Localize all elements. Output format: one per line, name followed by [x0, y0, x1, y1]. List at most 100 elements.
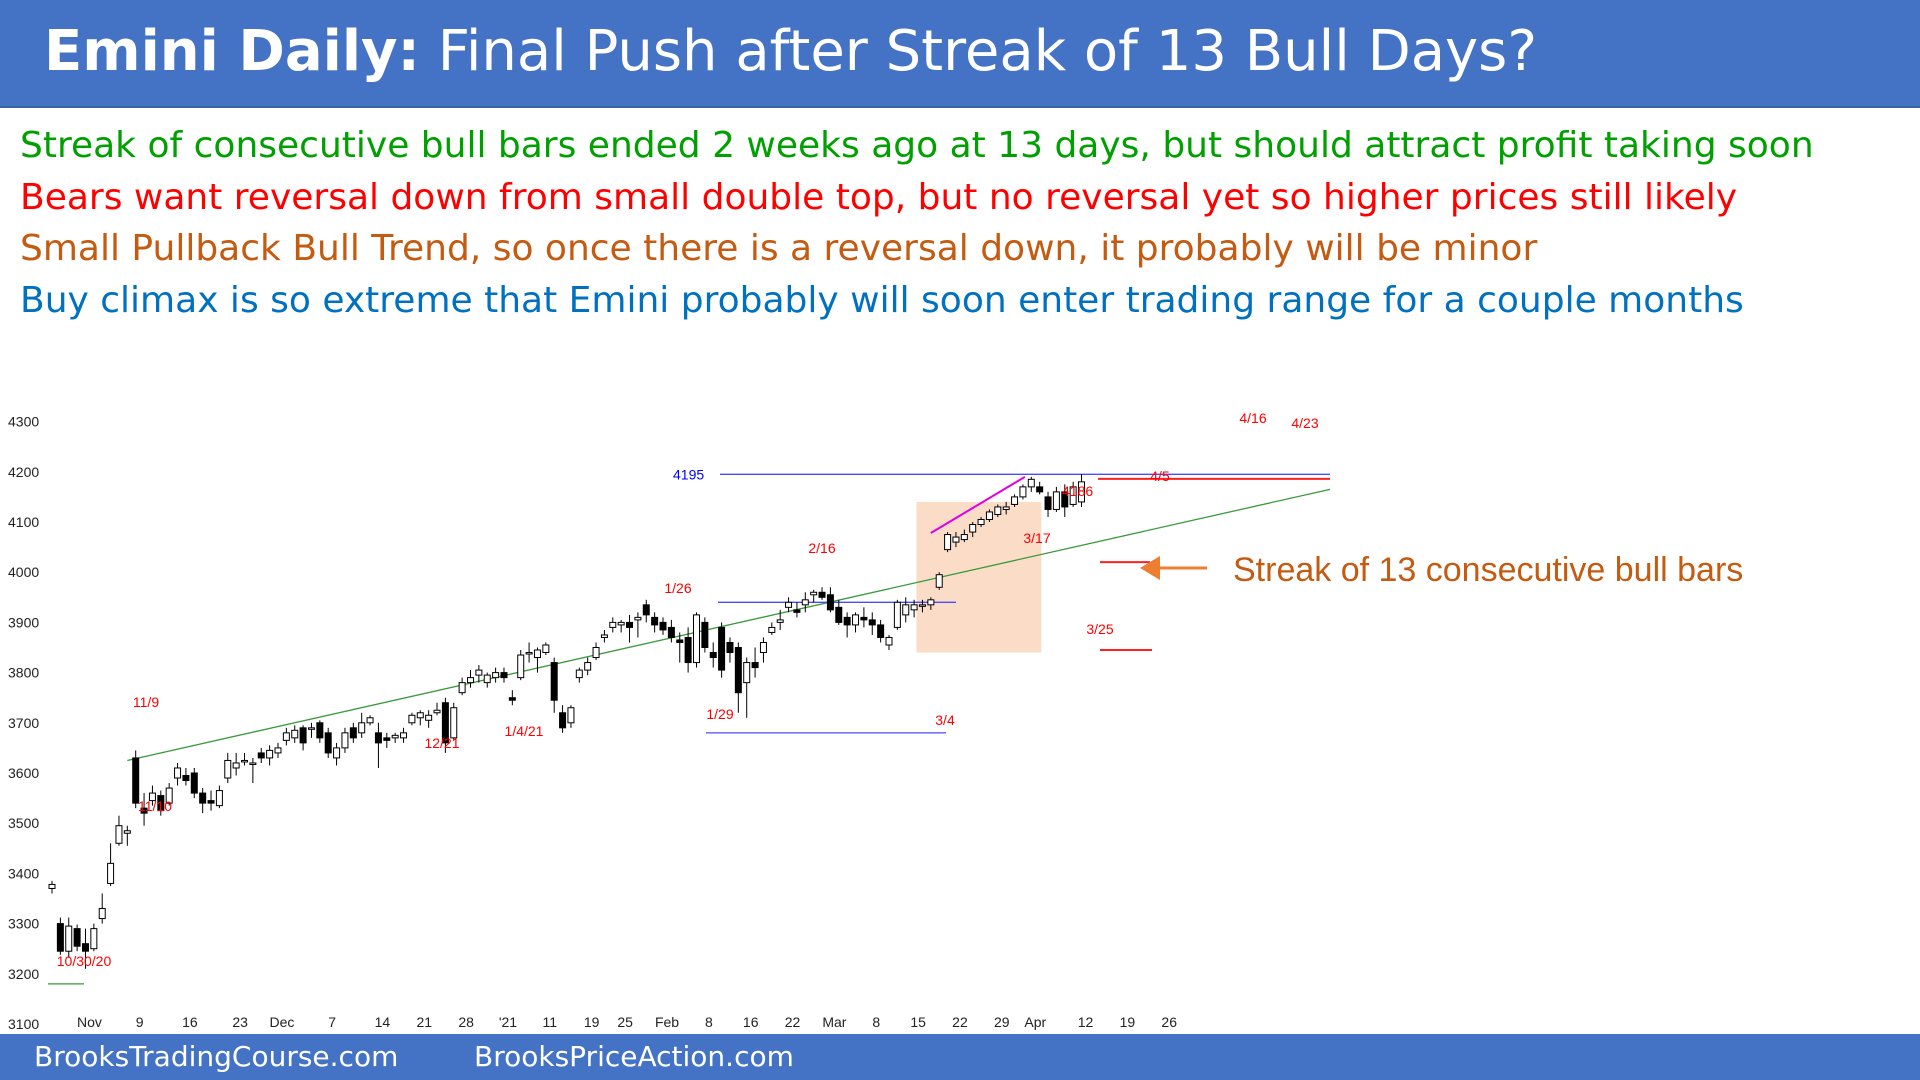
bear-candle-body: [877, 624, 885, 638]
candle: [249, 757, 257, 784]
candle: [567, 705, 575, 728]
candle: [776, 609, 784, 630]
candle: [408, 712, 416, 726]
bear-candle-body: [659, 621, 667, 631]
date-label: 1/4/21: [505, 723, 544, 739]
bear-candle-body: [835, 606, 843, 623]
bull-candle-body: [600, 634, 608, 638]
candle: [969, 522, 977, 538]
x-tick-label: 25: [617, 1014, 633, 1030]
bear-candle-body: [676, 639, 684, 643]
candle: [492, 667, 500, 683]
candle: [416, 710, 424, 726]
bear-candle-body: [441, 702, 449, 744]
bear-candle-body: [818, 591, 826, 598]
y-tick-label: 3900: [8, 614, 39, 630]
bull-candle-body: [692, 614, 700, 664]
bull-candle-body: [282, 732, 290, 741]
bull-candle-body: [483, 674, 491, 684]
date-label: 3/4: [935, 712, 955, 728]
candle: [785, 597, 793, 613]
y-tick-label: 3800: [8, 665, 39, 681]
bull-candle-body: [1078, 481, 1086, 503]
candle: [433, 702, 441, 716]
bull-candle-body: [391, 734, 399, 739]
candle: [1036, 481, 1044, 495]
bear-candle-body: [550, 662, 558, 701]
bear-candle-body: [651, 616, 659, 626]
y-tick-label: 3100: [8, 1016, 39, 1032]
bear-candle-body: [132, 757, 140, 804]
bull-candle-body: [759, 641, 767, 654]
date-label: 1/29: [706, 706, 733, 722]
bear-candle-body: [1036, 486, 1044, 493]
y-tick-label: 4200: [8, 464, 39, 480]
candle: [182, 767, 190, 786]
date-label: 12/21: [424, 735, 459, 751]
bear-candle-body: [826, 594, 834, 611]
bear-candle-body: [868, 619, 876, 626]
candle: [617, 619, 625, 633]
bull-candle-body: [467, 677, 474, 684]
y-tick-label: 3200: [8, 966, 39, 982]
footer-brooks-trading-course[interactable]: BrooksTradingCourse.com: [34, 1040, 399, 1073]
bull-candle-body: [458, 682, 466, 694]
candle: [910, 599, 918, 618]
bull-candle-body: [241, 759, 249, 763]
x-tick-label: 14: [375, 1014, 391, 1030]
bull-candle-body: [416, 712, 424, 719]
candle: [517, 650, 525, 681]
candle: [366, 715, 374, 726]
y-tick-label: 3600: [8, 765, 39, 781]
bull-candle-body: [433, 709, 441, 714]
date-label: 11/10: [138, 798, 172, 814]
date-label: 1/26: [664, 580, 691, 596]
candle: [450, 702, 458, 741]
bear-candle-body: [508, 697, 516, 701]
candle: [1027, 476, 1035, 492]
y-tick-label: 3300: [8, 916, 39, 932]
bull-candle-body: [902, 604, 910, 616]
candle: [743, 657, 751, 718]
bull-candle-body: [90, 928, 98, 950]
candle: [1052, 486, 1060, 512]
candle: [935, 572, 943, 590]
candle: [383, 732, 391, 748]
bull-candle-body: [533, 649, 541, 659]
bull-candle-body: [542, 644, 550, 654]
bull-candle-body: [215, 790, 223, 807]
bull-candle-body: [48, 883, 56, 889]
bullet-small-pullback: Small Pullback Bull Trend, so once there…: [20, 228, 1538, 269]
candle: [483, 672, 491, 688]
y-tick-label: 3400: [8, 865, 39, 881]
bull-candle-body: [918, 604, 926, 607]
candle: [266, 745, 274, 766]
bull-candle-body: [893, 601, 901, 628]
bear-candle-body: [73, 928, 81, 947]
candle: [282, 727, 290, 746]
bear-candle-body: [793, 609, 801, 613]
candle: [199, 788, 207, 814]
bull-candle-body: [1019, 486, 1027, 498]
x-tick-label: 8: [705, 1014, 713, 1030]
bull-candle-body: [969, 524, 977, 533]
candle: [918, 599, 926, 613]
footer-brooks-price-action[interactable]: BrooksPriceAction.com: [474, 1040, 794, 1073]
bull-candle-body: [1069, 486, 1077, 505]
x-tick-label: 16: [182, 1014, 198, 1030]
candle: [960, 529, 968, 543]
bull-candle-body: [174, 767, 182, 779]
bull-candle-body: [1027, 478, 1035, 488]
candle: [90, 923, 98, 952]
candle: [818, 587, 826, 600]
candle: [65, 917, 73, 958]
bull-candle-body: [609, 621, 617, 628]
bear-candle-body: [718, 626, 726, 671]
bear-candle-body: [734, 647, 742, 694]
x-tick-label: 7: [328, 1014, 336, 1030]
candle: [726, 637, 734, 663]
candle: [575, 667, 583, 683]
candle: [718, 622, 726, 678]
bull-candle-body: [910, 604, 918, 611]
bull-candle-body: [98, 908, 106, 920]
